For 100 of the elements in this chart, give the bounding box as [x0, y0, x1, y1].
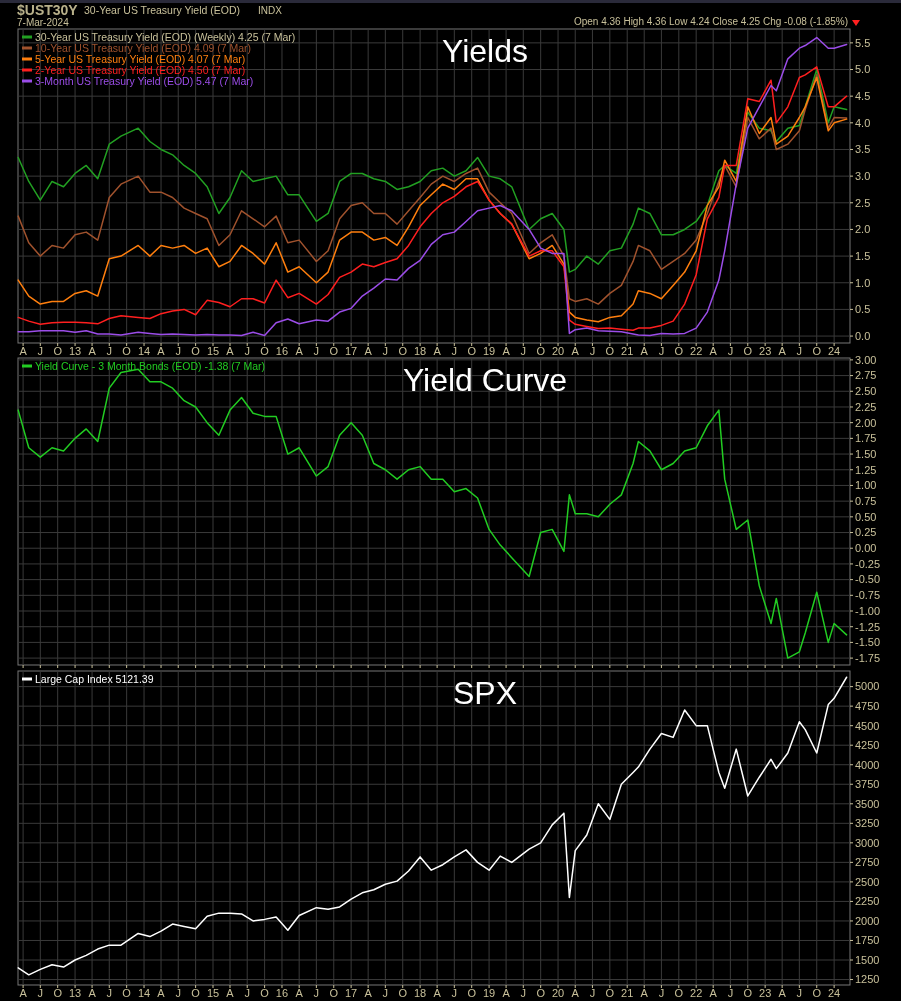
y-tick-label: 2500	[855, 875, 880, 888]
chart-title: SPX	[452, 675, 518, 711]
y-tick-label: 0.00	[855, 542, 877, 555]
x-tick-label: O	[398, 345, 408, 357]
x-tick-label: J	[382, 987, 389, 999]
text: $UST30Y	[17, 2, 79, 18]
y-tick-label: -0.25	[855, 557, 881, 570]
y-tick-label: -1.50	[855, 636, 881, 649]
x-tick-label: A	[778, 987, 787, 999]
x-tick-label: O	[260, 345, 270, 357]
y-tick-label: 0.50	[855, 510, 877, 523]
chart-title: Yields	[442, 33, 528, 69]
x-tick-label: J	[520, 987, 527, 999]
x-tick-label: A	[157, 987, 166, 999]
x-tick-label: A	[88, 987, 97, 999]
x-tick-label: O	[812, 987, 822, 999]
y-tick-label: 0.5	[855, 303, 871, 316]
y-tick-label: 3.0	[855, 169, 871, 182]
x-tick-label: J	[175, 987, 181, 999]
y-tick-label: 2000	[855, 914, 880, 927]
y-tick-label: 0.0	[855, 329, 871, 342]
y-tick-label: 1.25	[855, 463, 877, 476]
y-tick-label: 1.5	[855, 249, 871, 262]
x-tick-label: A	[709, 345, 718, 357]
legend-label: Large Cap Index 5121.39	[35, 672, 154, 685]
x-tick-label: A	[88, 345, 97, 357]
y-tick-label: 3750	[855, 778, 880, 791]
y-tick-label: 5.5	[855, 36, 871, 49]
x-tick-label: 14	[137, 345, 151, 357]
y-tick-label: 4750	[855, 700, 880, 712]
x-tick-label: O	[329, 345, 339, 357]
text: 7-Mar-2024	[17, 17, 70, 28]
x-tick-label: J	[520, 345, 527, 357]
x-tick-label: A	[364, 987, 373, 999]
x-tick-label: 20	[551, 345, 565, 357]
x-tick-label: O	[812, 345, 822, 357]
x-tick-label: J	[106, 987, 113, 999]
x-tick-label: J	[244, 345, 250, 357]
x-tick-label: 21	[621, 987, 634, 999]
x-tick-label: O	[260, 987, 270, 999]
y-tick-label: 2.50	[855, 385, 877, 398]
x-tick-label: 17	[345, 987, 358, 999]
y-tick-label: 1.75	[855, 432, 877, 445]
x-tick-label: 16	[275, 345, 289, 357]
x-tick-label: A	[502, 345, 511, 357]
x-tick-label: A	[640, 345, 649, 357]
x-tick-label: A	[571, 987, 580, 999]
line-series	[17, 676, 848, 976]
y-tick-label: 3.5	[855, 143, 871, 156]
x-tick-label: O	[191, 345, 201, 357]
text: Open 4.36 High 4.36 Low 4.24 Close 4.25 Chg -0.08 (-1.85%)	[573, 16, 848, 27]
y-tick-label: 2.5	[855, 196, 871, 209]
x-tick-label: J	[589, 987, 596, 999]
y-tick-label: 3000	[855, 836, 880, 849]
x-tick-label: A	[433, 987, 442, 999]
x-tick-label: O	[605, 345, 615, 357]
x-tick-label: J	[175, 345, 181, 357]
line-series	[17, 68, 848, 273]
x-tick-label: 18	[413, 345, 427, 357]
x-tick-label: O	[191, 987, 201, 999]
x-tick-label: A	[364, 345, 373, 357]
x-tick-label: 24	[828, 987, 841, 999]
x-tick-label: 16	[275, 987, 289, 999]
y-tick-label: 5.0	[855, 63, 871, 76]
y-tick-label: -0.75	[855, 589, 881, 602]
x-tick-label: A	[433, 345, 442, 357]
y-tick-label: -1.25	[855, 620, 881, 633]
text: INDX	[258, 5, 283, 16]
x-tick-label: A	[157, 345, 166, 357]
y-tick-label: 3250	[855, 817, 880, 830]
y-tick-label: -0.50	[855, 573, 881, 586]
x-tick-label: A	[295, 345, 304, 357]
x-tick-label: 17	[345, 345, 358, 357]
x-tick-label: O	[329, 987, 339, 999]
y-tick-label: 4500	[855, 719, 880, 732]
y-tick-label: 1.0	[855, 276, 871, 289]
y-tick-label: 0.25	[855, 526, 877, 539]
y-tick-label: 1.00	[855, 479, 877, 492]
x-tick-label: O	[398, 987, 408, 999]
x-tick-label: 21	[621, 345, 634, 357]
x-tick-label: 13	[68, 345, 82, 357]
x-tick-label: 22	[690, 345, 703, 357]
x-tick-label: A	[709, 987, 718, 999]
x-tick-label: J	[796, 987, 803, 999]
x-tick-label: J	[451, 987, 458, 999]
x-tick-label: J	[382, 345, 389, 357]
x-tick-label: O	[536, 987, 546, 999]
x-tick-label: A	[295, 987, 304, 999]
y-tick-label: 4.0	[855, 116, 871, 129]
x-tick-label: A	[19, 987, 28, 999]
x-tick-label: O	[122, 987, 132, 999]
x-tick-label: J	[451, 345, 458, 357]
y-tick-label: 1750	[855, 934, 880, 947]
x-tick-label: O	[674, 345, 684, 357]
y-tick-label: 2750	[855, 856, 880, 869]
y-tick-label: 3.00	[855, 353, 877, 366]
x-tick-label: O	[53, 345, 63, 357]
x-tick-label: O	[467, 345, 477, 357]
legend-label: 30-Year US Treasury Yield (EOD) (Weekly) 4.25 (7 Mar)	[35, 30, 296, 43]
y-tick-label: 4000	[855, 758, 880, 771]
